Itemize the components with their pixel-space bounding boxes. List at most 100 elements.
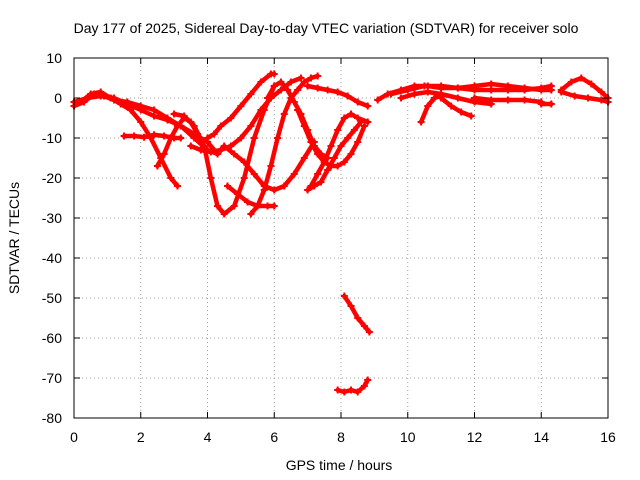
data-point bbox=[504, 82, 512, 90]
data-point bbox=[150, 112, 158, 120]
data-point bbox=[234, 190, 242, 198]
data-point bbox=[220, 210, 228, 218]
data-point bbox=[294, 86, 302, 94]
data-point bbox=[264, 202, 272, 210]
data-point bbox=[150, 131, 158, 139]
data-point bbox=[364, 102, 372, 110]
series-line bbox=[438, 95, 474, 119]
y-tick-label: 0 bbox=[54, 90, 62, 106]
data-point bbox=[220, 142, 228, 150]
data-point bbox=[270, 82, 278, 90]
data-point bbox=[173, 122, 181, 130]
data-point bbox=[314, 170, 322, 178]
data-point bbox=[217, 146, 225, 154]
data-point bbox=[264, 94, 272, 102]
data-point bbox=[304, 126, 312, 134]
data-point bbox=[107, 94, 115, 102]
data-point bbox=[314, 84, 322, 92]
data-point bbox=[300, 78, 308, 86]
data-point bbox=[567, 78, 575, 86]
data-point bbox=[187, 142, 195, 150]
data-point bbox=[357, 118, 365, 126]
data-point bbox=[547, 100, 555, 108]
x-tick-label: 14 bbox=[533, 429, 549, 445]
data-point bbox=[420, 82, 428, 90]
data-point bbox=[521, 96, 529, 104]
data-point bbox=[277, 86, 285, 94]
data-point bbox=[190, 122, 198, 130]
series-line bbox=[171, 83, 277, 217]
series-layer bbox=[70, 70, 612, 396]
series-line bbox=[221, 139, 317, 193]
data-point bbox=[330, 154, 338, 162]
data-point bbox=[350, 126, 358, 134]
data-point bbox=[347, 302, 355, 310]
data-point bbox=[160, 150, 168, 158]
data-point bbox=[354, 98, 362, 106]
data-point bbox=[267, 162, 275, 170]
data-point bbox=[537, 86, 545, 94]
data-point bbox=[160, 132, 168, 140]
data-point bbox=[217, 122, 225, 130]
data-point bbox=[310, 182, 318, 190]
data-point bbox=[317, 150, 325, 158]
data-point bbox=[254, 202, 262, 210]
data-point bbox=[334, 88, 342, 96]
data-point bbox=[270, 70, 278, 78]
data-point bbox=[237, 102, 245, 110]
data-point bbox=[140, 133, 148, 141]
data-point bbox=[153, 162, 161, 170]
data-point bbox=[340, 292, 348, 300]
series-line bbox=[418, 93, 444, 125]
data-point bbox=[200, 142, 208, 150]
data-point bbox=[557, 88, 565, 96]
data-point bbox=[230, 150, 238, 158]
data-point bbox=[314, 72, 322, 80]
x-tick-label: 0 bbox=[70, 429, 78, 445]
data-point bbox=[180, 112, 188, 120]
data-point bbox=[577, 74, 585, 82]
data-point bbox=[290, 170, 298, 178]
x-axis-label: GPS time / hours bbox=[286, 457, 393, 473]
data-point bbox=[277, 78, 285, 86]
data-point bbox=[360, 122, 368, 130]
data-point bbox=[364, 118, 372, 126]
y-tick-label: -40 bbox=[42, 250, 62, 266]
data-point bbox=[404, 86, 412, 94]
data-point bbox=[163, 116, 171, 124]
data-point bbox=[274, 134, 282, 142]
data-point bbox=[597, 96, 605, 104]
data-point bbox=[87, 90, 95, 98]
data-point bbox=[270, 202, 278, 210]
data-point bbox=[334, 126, 342, 134]
data-point bbox=[487, 96, 495, 104]
data-point bbox=[130, 132, 138, 140]
data-point bbox=[471, 82, 478, 90]
data-point bbox=[237, 134, 245, 142]
data-point bbox=[467, 112, 475, 120]
data-point bbox=[247, 122, 255, 130]
data-point bbox=[437, 82, 445, 90]
data-point bbox=[410, 90, 418, 98]
x-tick-label: 2 bbox=[137, 429, 145, 445]
series-line bbox=[265, 79, 330, 161]
data-point bbox=[344, 92, 352, 100]
data-point bbox=[260, 186, 268, 194]
data-point bbox=[207, 174, 215, 182]
data-point bbox=[537, 100, 545, 108]
data-point bbox=[504, 96, 512, 104]
data-point bbox=[214, 202, 222, 210]
data-point bbox=[290, 98, 298, 106]
data-point bbox=[587, 80, 595, 88]
data-point bbox=[137, 106, 145, 114]
data-point bbox=[334, 162, 342, 170]
data-point bbox=[247, 210, 255, 218]
data-point bbox=[374, 96, 382, 104]
data-point bbox=[387, 90, 395, 98]
data-point bbox=[97, 88, 105, 96]
data-point bbox=[250, 134, 258, 142]
data-point bbox=[227, 142, 235, 150]
data-point bbox=[207, 148, 215, 156]
data-point bbox=[120, 132, 128, 140]
data-point bbox=[210, 130, 218, 138]
